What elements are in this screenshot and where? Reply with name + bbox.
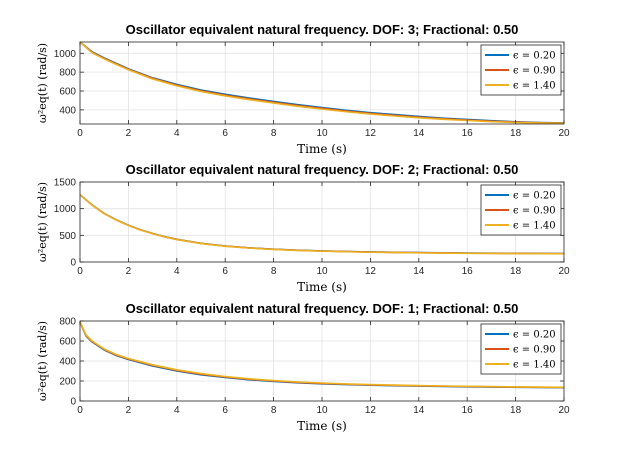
x-tick-label: 0 bbox=[77, 128, 83, 139]
y-tick-label: 800 bbox=[59, 68, 76, 79]
x-tick-label: 20 bbox=[558, 266, 570, 277]
x-tick-label: 6 bbox=[222, 405, 228, 416]
legend: ϵ = 0.20 ϵ = 0.90 ϵ = 1.40 bbox=[480, 184, 562, 236]
chart-title: Oscillator equivalent natural frequency.… bbox=[126, 162, 519, 177]
x-tick-label: 18 bbox=[510, 128, 522, 139]
y-tick-label: 600 bbox=[59, 87, 76, 98]
x-tick-label: 6 bbox=[222, 128, 228, 139]
x-tick-label: 8 bbox=[271, 128, 277, 139]
y-axis-label: ω²eq(t) (rad/s) bbox=[36, 182, 49, 262]
subplot-2: 0 2 4 6 8 10 12 14 16 18 20 0 500 1000 1500 Oscillator … bbox=[36, 162, 570, 294]
x-tick-label: 10 bbox=[316, 128, 328, 139]
x-tick-label: 2 bbox=[126, 128, 132, 139]
x-tick-label: 16 bbox=[462, 405, 474, 416]
x-tick-label: 14 bbox=[413, 405, 425, 416]
y-tick-label: 1000 bbox=[54, 204, 77, 215]
x-tick-label: 20 bbox=[558, 405, 570, 416]
chart-title: Oscillator equivalent natural frequency.… bbox=[126, 22, 519, 37]
chart-title: Oscillator equivalent natural frequency.… bbox=[126, 301, 519, 316]
x-tick-label: 8 bbox=[271, 405, 277, 416]
x-tick-label: 20 bbox=[558, 128, 570, 139]
x-tick-label: 10 bbox=[316, 266, 328, 277]
series-line-3 bbox=[79, 194, 565, 255]
x-tick-label: 18 bbox=[510, 266, 522, 277]
legend-label-3: ϵ = 1.40 bbox=[513, 81, 556, 92]
x-tick-label: 18 bbox=[510, 405, 522, 416]
y-axis-label: ω²eq(t) (rad/s) bbox=[36, 43, 49, 123]
legend-label-2: ϵ = 0.90 bbox=[513, 345, 556, 356]
subplot-1: 0 2 4 6 8 10 12 14 16 18 20 400 600 800 1000 Oscillator… bbox=[36, 22, 570, 156]
x-tick-label: 0 bbox=[77, 405, 83, 416]
x-tick-label: 6 bbox=[222, 266, 228, 277]
y-tick-label: 500 bbox=[59, 231, 76, 242]
y-tick-label: 1500 bbox=[54, 178, 77, 189]
x-tick-label: 10 bbox=[316, 405, 328, 416]
x-tick-label: 8 bbox=[271, 266, 277, 277]
y-tick-label: 0 bbox=[70, 258, 76, 269]
subplot-3: 0 2 4 6 8 10 12 14 16 18 200200400600800Oscillator… bbox=[36, 301, 570, 433]
legend-label-2: ϵ = 0.90 bbox=[513, 206, 556, 217]
legend-label-3: ϵ = 1.40 bbox=[513, 360, 556, 371]
x-tick-label: 12 bbox=[365, 128, 377, 139]
x-tick-label: 14 bbox=[413, 266, 425, 277]
x-tick-label: 16 bbox=[462, 266, 474, 277]
x-tick-label: 12 bbox=[365, 405, 377, 416]
legend: ϵ = 0.20 ϵ = 0.90 ϵ = 1.40 bbox=[480, 323, 562, 375]
x-tick-label: 14 bbox=[413, 128, 425, 139]
x-tick-label: 4 bbox=[174, 405, 180, 416]
x-tick-label: 16 bbox=[462, 128, 474, 139]
legend-label-1: ϵ = 0.20 bbox=[513, 191, 556, 202]
y-tick-label: 400 bbox=[59, 105, 76, 116]
x-tick-label: 4 bbox=[174, 266, 180, 277]
x-tick-label: 4 bbox=[174, 128, 180, 139]
y-axis-label: ω²eq(t) (rad/s) bbox=[36, 321, 49, 401]
legend-label-1: ϵ = 0.20 bbox=[513, 51, 556, 62]
x-tick-label: 12 bbox=[365, 266, 377, 277]
series-line-3 bbox=[79, 321, 565, 389]
legend: ϵ = 0.20 ϵ = 0.90 ϵ = 1.40 bbox=[480, 44, 562, 96]
series-line-3 bbox=[79, 41, 565, 125]
legend-label-1: ϵ = 0.20 bbox=[513, 330, 556, 341]
legend-label-2: ϵ = 0.90 bbox=[513, 66, 556, 77]
x-tick-label: 2 bbox=[126, 405, 132, 416]
y-tick-label: 0 bbox=[70, 397, 76, 408]
y-tick-label: 1000 bbox=[54, 49, 77, 60]
x-axis-label: Time (s) bbox=[297, 142, 347, 156]
x-axis-label: Time (s) bbox=[297, 280, 347, 294]
x-axis-label: Time (s) bbox=[297, 419, 347, 433]
legend-label-3: ϵ = 1.40 bbox=[513, 221, 556, 232]
y-tick-label: 800 bbox=[59, 317, 76, 328]
x-tick-label: 0 bbox=[77, 266, 83, 277]
x-tick-label: 2 bbox=[126, 266, 132, 277]
y-tick-label: 200 bbox=[59, 377, 76, 388]
y-tick-label: 400 bbox=[59, 357, 76, 368]
y-tick-label: 600 bbox=[59, 337, 76, 348]
